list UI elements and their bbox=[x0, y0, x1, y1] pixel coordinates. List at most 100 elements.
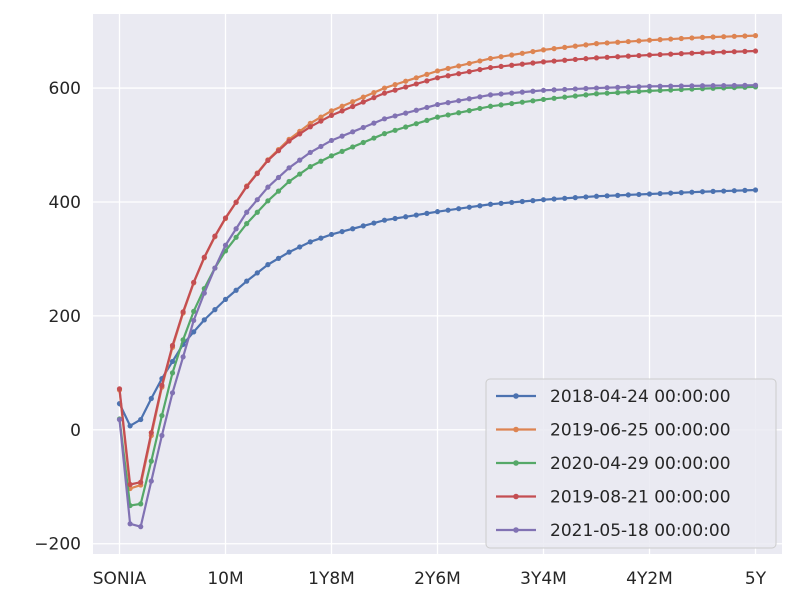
data-point bbox=[604, 193, 610, 199]
data-point bbox=[424, 210, 430, 216]
data-point bbox=[286, 178, 292, 185]
legend-marker bbox=[513, 460, 519, 466]
data-point bbox=[445, 207, 451, 213]
data-point bbox=[721, 82, 727, 89]
data-point bbox=[371, 95, 377, 101]
data-point bbox=[328, 137, 335, 144]
data-point bbox=[350, 144, 356, 150]
data-point bbox=[244, 278, 250, 284]
data-point bbox=[668, 87, 674, 93]
data-point bbox=[413, 75, 419, 81]
data-point bbox=[434, 101, 441, 108]
data-point bbox=[403, 214, 409, 220]
data-point bbox=[169, 370, 176, 376]
data-point bbox=[254, 170, 260, 177]
data-point bbox=[297, 157, 303, 163]
data-point bbox=[275, 148, 282, 154]
data-point bbox=[519, 61, 525, 67]
data-point bbox=[519, 50, 525, 56]
data-point bbox=[731, 33, 737, 39]
data-point bbox=[572, 86, 578, 92]
data-point bbox=[244, 183, 250, 190]
data-point bbox=[699, 34, 706, 40]
data-point bbox=[413, 107, 419, 113]
data-point bbox=[286, 138, 292, 144]
data-point bbox=[710, 49, 716, 55]
data-point bbox=[731, 49, 737, 55]
y-tick-label: 600 bbox=[49, 79, 81, 99]
data-point bbox=[615, 54, 621, 60]
data-point bbox=[710, 188, 716, 194]
data-point bbox=[583, 92, 589, 98]
data-point bbox=[297, 131, 303, 137]
data-point bbox=[233, 234, 239, 240]
data-point bbox=[254, 270, 260, 276]
data-point bbox=[604, 85, 610, 91]
data-point bbox=[657, 190, 663, 197]
data-point bbox=[583, 56, 589, 62]
data-point bbox=[519, 99, 525, 105]
data-point bbox=[275, 174, 282, 181]
data-point bbox=[116, 416, 123, 423]
data-point bbox=[381, 217, 388, 223]
data-point bbox=[371, 90, 377, 96]
data-point bbox=[742, 33, 748, 39]
data-point bbox=[668, 36, 674, 42]
legend-item: 2020-04-29 00:00:00 bbox=[496, 454, 731, 474]
data-point bbox=[275, 255, 282, 261]
data-point bbox=[191, 329, 197, 335]
data-point bbox=[657, 87, 663, 94]
data-point bbox=[551, 58, 557, 64]
data-point bbox=[699, 50, 706, 56]
data-point bbox=[212, 265, 218, 271]
data-point bbox=[265, 198, 271, 204]
data-point bbox=[169, 358, 176, 365]
data-point bbox=[668, 83, 674, 89]
legend-label: 2018-04-24 00:00:00 bbox=[550, 387, 731, 407]
data-point bbox=[265, 262, 271, 268]
x-tick-label: SONIA bbox=[93, 569, 147, 589]
data-point bbox=[445, 65, 451, 72]
data-point bbox=[212, 233, 218, 239]
y-tick-label: −200 bbox=[34, 535, 81, 555]
data-point bbox=[540, 59, 547, 65]
data-point bbox=[318, 114, 324, 120]
data-point bbox=[180, 309, 186, 315]
data-point bbox=[381, 85, 388, 91]
data-point bbox=[530, 48, 536, 55]
data-point bbox=[699, 189, 706, 195]
data-point bbox=[731, 188, 737, 194]
data-point bbox=[530, 60, 536, 66]
data-point bbox=[466, 108, 472, 114]
data-point bbox=[752, 187, 759, 193]
data-point bbox=[328, 108, 335, 114]
data-point bbox=[392, 127, 398, 133]
data-point bbox=[424, 104, 430, 111]
data-point bbox=[689, 50, 695, 56]
y-tick-label: 200 bbox=[49, 307, 81, 327]
data-point bbox=[615, 192, 621, 198]
data-point bbox=[222, 242, 229, 248]
data-point bbox=[477, 203, 483, 209]
legend-label: 2020-04-29 00:00:00 bbox=[550, 454, 731, 474]
data-point bbox=[307, 124, 313, 130]
x-tick-label: 1Y8M bbox=[308, 569, 355, 589]
data-point bbox=[127, 423, 133, 429]
data-point bbox=[562, 94, 568, 100]
data-point bbox=[646, 52, 653, 58]
legend-label: 2019-08-21 00:00:00 bbox=[550, 488, 731, 508]
data-point bbox=[413, 81, 419, 87]
data-point bbox=[222, 215, 229, 221]
data-point bbox=[657, 51, 663, 58]
data-point bbox=[403, 84, 409, 90]
data-point bbox=[297, 171, 303, 177]
data-point bbox=[339, 108, 345, 114]
data-point bbox=[233, 199, 239, 205]
data-point bbox=[360, 223, 366, 229]
data-point bbox=[318, 235, 324, 241]
data-point bbox=[583, 194, 589, 200]
data-point bbox=[487, 103, 494, 109]
data-point bbox=[678, 51, 684, 57]
data-point bbox=[413, 212, 419, 218]
legend-marker bbox=[513, 426, 519, 433]
